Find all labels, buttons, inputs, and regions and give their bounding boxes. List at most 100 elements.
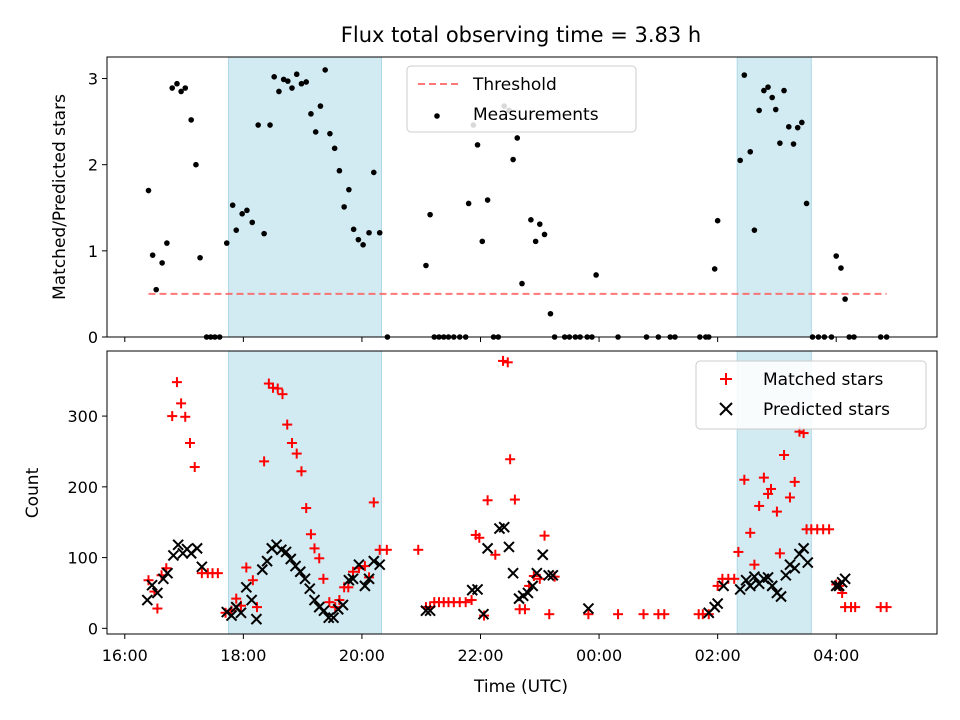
measurement-point bbox=[289, 85, 295, 91]
matched-star-point bbox=[509, 494, 520, 505]
predicted-star-d2 bbox=[498, 521, 510, 533]
x-tick-label: 18:00 bbox=[220, 646, 266, 665]
measurement-point bbox=[794, 124, 801, 131]
predicted-star-d2 bbox=[711, 597, 724, 610]
predicted-star-point bbox=[359, 580, 371, 592]
matched-star-point bbox=[745, 527, 756, 538]
measurement-point bbox=[331, 145, 338, 152]
matched-star-point bbox=[259, 456, 270, 467]
predicted-star-d2 bbox=[337, 599, 349, 611]
measurement-point bbox=[790, 141, 797, 147]
matched-star-point bbox=[167, 411, 178, 422]
measurement-point bbox=[833, 253, 840, 259]
measurement-point bbox=[233, 227, 240, 233]
predicted-star-point bbox=[802, 556, 814, 569]
bottom-y-tick-label: 100 bbox=[67, 549, 98, 568]
predicted-star-d2 bbox=[582, 602, 595, 615]
matched-star-point bbox=[305, 529, 316, 540]
legend-predicted-swatch bbox=[719, 402, 733, 416]
predicted-star-d2 bbox=[280, 546, 292, 558]
measurement-point bbox=[532, 238, 539, 245]
predicted-star-d2 bbox=[717, 580, 730, 592]
legend-measurements-label: Measurements bbox=[473, 105, 599, 125]
matched-star-point bbox=[286, 437, 297, 448]
matched-star-point bbox=[638, 609, 649, 620]
measurement-point bbox=[479, 238, 486, 245]
predicted-star-d2 bbox=[347, 573, 359, 585]
bottom-axes-frame bbox=[106, 350, 938, 635]
predicted-star-point bbox=[323, 612, 335, 624]
predicted-star-point bbox=[531, 567, 543, 579]
predicted-star-d2 bbox=[285, 553, 297, 565]
predicted-star-d2 bbox=[789, 562, 801, 574]
measurement-point bbox=[255, 122, 261, 128]
matched-star-point bbox=[789, 476, 800, 487]
measurement-point bbox=[465, 200, 472, 207]
matched-star-point bbox=[180, 411, 191, 422]
predicted-star-d2 bbox=[368, 555, 380, 567]
measurement-point bbox=[355, 236, 362, 243]
count-panel: 0 100 200 300 16:00 18:00 20:00 22:00 00:00 02:00… bbox=[23, 350, 938, 697]
measurement-point bbox=[737, 157, 743, 164]
predicted-star-d2 bbox=[141, 594, 154, 606]
predicted-star-d2 bbox=[420, 604, 432, 617]
predicted-star-d2 bbox=[363, 573, 375, 585]
predicted-star-point bbox=[420, 604, 432, 617]
x-tick-label: 16:00 bbox=[102, 646, 148, 665]
top-legend-box bbox=[406, 65, 637, 133]
predicted-star-d2 bbox=[196, 561, 208, 573]
predicted-star-point bbox=[308, 594, 321, 606]
predicted-star-d2 bbox=[481, 542, 494, 555]
measurement-point bbox=[366, 229, 372, 236]
predicted-star-point bbox=[225, 609, 238, 622]
predicted-star-point bbox=[374, 558, 386, 571]
measurement-point bbox=[293, 71, 300, 78]
predicted-star-point bbox=[717, 580, 730, 592]
predicted-star-point bbox=[299, 573, 311, 585]
predicted-star-point bbox=[711, 597, 724, 610]
legend-matched-label: Matched stars bbox=[763, 370, 883, 390]
predicted-star-point bbox=[347, 573, 359, 585]
predicted-star-point bbox=[830, 580, 842, 592]
matched-star-point bbox=[824, 524, 835, 535]
bottom-y-tick-label: 300 bbox=[67, 407, 98, 426]
chart-title: Flux total observing time = 3.83 h bbox=[341, 23, 701, 47]
predicted-star-d2 bbox=[526, 580, 539, 592]
measurement-point bbox=[360, 242, 366, 248]
measurement-point bbox=[514, 135, 521, 141]
measurement-point bbox=[747, 148, 754, 155]
measurement-point bbox=[249, 219, 256, 226]
matched-star-point bbox=[798, 428, 809, 439]
measurement-point bbox=[239, 211, 245, 217]
matched-star-point bbox=[277, 389, 288, 400]
matched-star-point bbox=[176, 398, 187, 409]
matched-star-point bbox=[749, 559, 760, 570]
matched-star-point bbox=[314, 553, 325, 564]
predicted-star-d2 bbox=[477, 608, 490, 620]
predicted-star-point bbox=[762, 571, 774, 584]
predicted-star-point bbox=[141, 594, 154, 606]
predicted-star-point bbox=[507, 567, 519, 579]
matched-star-point bbox=[881, 602, 892, 613]
measurement-point bbox=[423, 262, 429, 269]
measurement-point bbox=[223, 240, 230, 246]
measurement-point bbox=[276, 88, 282, 95]
matched-star-point bbox=[758, 472, 769, 483]
x-axis-label: Time (UTC) bbox=[473, 677, 568, 697]
x-tick-label: 22:00 bbox=[457, 646, 503, 665]
predicted-star-d2 bbox=[802, 556, 814, 569]
matched-star-point bbox=[368, 497, 379, 508]
predicted-star-d2 bbox=[151, 587, 164, 599]
measurement-point bbox=[174, 80, 180, 87]
measurement-point bbox=[842, 296, 848, 302]
predicted-star-point bbox=[191, 542, 203, 555]
measurement-point bbox=[541, 231, 548, 238]
matched-star-point bbox=[482, 495, 493, 506]
measurement-point bbox=[298, 80, 305, 87]
measurement-point bbox=[303, 79, 310, 85]
predicted-star-point bbox=[740, 574, 752, 586]
bottom-y-tick-label: 200 bbox=[67, 478, 98, 497]
measurement-point bbox=[799, 119, 805, 126]
matched-star-point bbox=[583, 609, 594, 620]
